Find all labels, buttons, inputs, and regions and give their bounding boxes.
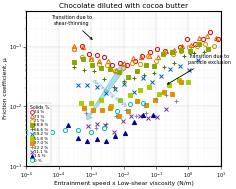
Text: Transition due to
shear-thinning: Transition due to shear-thinning: [51, 15, 92, 39]
X-axis label: Entrainment speed x Low-shear viscosity (N/m): Entrainment speed x Low-shear viscosity …: [54, 181, 194, 186]
Title: Chocolate diluted with cocoa butter: Chocolate diluted with cocoa butter: [59, 3, 188, 9]
Text: Transition due to
particle exclusion: Transition due to particle exclusion: [168, 54, 231, 84]
Legend: 74 %, 73 %, 71 %, 68.8 %, 66.6 %, 59.2 %, 51.8 %, 37.0 %, 22.2 %, 11.1 %, 1.5 %,: 74 %, 73 %, 71 %, 68.8 %, 66.6 %, 59.2 %…: [28, 103, 51, 164]
Y-axis label: Friction coefficient, μ: Friction coefficient, μ: [3, 58, 8, 119]
Text: decreasing solids: decreasing solids: [91, 78, 127, 108]
